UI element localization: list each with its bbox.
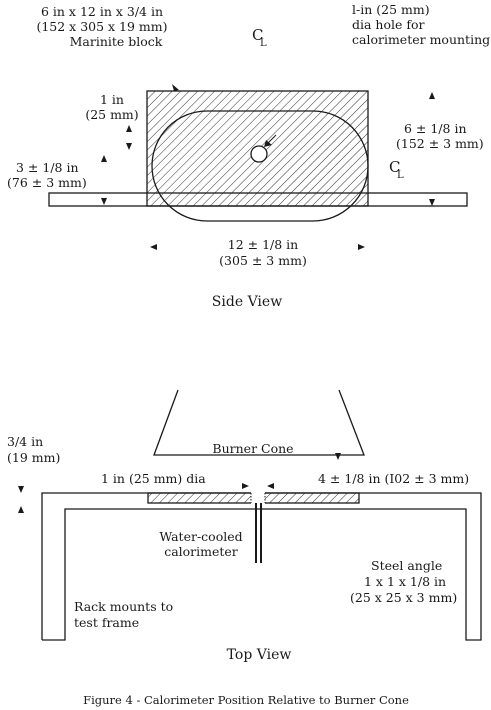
centerline-mark-top: C: [252, 26, 263, 44]
steel-angle-line-2: 1 x 1 x 1/8 in: [364, 574, 446, 589]
centerline-mark-right-sub: L: [397, 170, 404, 181]
burner-cone-arrow: [335, 453, 341, 460]
dim-34in-arrow-down: [18, 486, 24, 493]
block-label-line-3: Marinite block: [70, 34, 163, 49]
steel-angle-line-3: (25 x 25 x 3 mm): [350, 590, 457, 605]
dim-3in-arrow-down: [101, 198, 107, 205]
hole-leader-arrowhead: [264, 140, 272, 147]
figure-caption: Figure 4 - Calorimeter Position Relative…: [83, 693, 409, 707]
top-view-title: Top View: [227, 647, 292, 663]
hole-label-line-3: calorimeter mounting: [352, 32, 490, 47]
dim-12in-arrow-right: [358, 244, 365, 250]
burner-cone-outline: [153, 389, 365, 456]
block-leader-arrowhead: [172, 84, 179, 91]
dim-1in-line-2: (25 mm): [85, 107, 138, 122]
dim-34in-line-1: 3/4 in: [7, 434, 43, 449]
hole-dim-arrow-right: [267, 483, 274, 489]
dim-3in-arrow-up: [101, 155, 107, 162]
dim-3in-line-2: (76 ± 3 mm): [7, 175, 87, 190]
dim-34in-arrow-up: [18, 506, 24, 513]
dim-34in-line-2: (19 mm): [7, 450, 60, 465]
rack-mounts-line-1: Rack mounts to: [74, 599, 173, 614]
dim-1in-arrow-up: [126, 125, 132, 132]
side-view-title: Side View: [212, 294, 282, 310]
block-label-line-2: (152 x 305 x 19 mm): [36, 19, 167, 34]
dim-6in-arrow-up: [429, 92, 435, 99]
calorimeter-hole: [250, 145, 268, 163]
dim-12in-arrow-left: [150, 244, 157, 250]
burner-footprint-oval: [151, 110, 369, 222]
dim-6in-arrow-down: [429, 199, 435, 206]
block-label-line-1: 6 in x 12 in x 3/4 in: [41, 4, 163, 19]
hole-label-line-2: dia hole for: [352, 17, 425, 32]
dim-12in-line-1: 12 ± 1/8 in: [228, 237, 298, 252]
rack-mounts-line-2: test frame: [74, 615, 139, 630]
dim-1in-arrow-down: [126, 143, 132, 150]
hole-dim-arrow-left: [242, 483, 249, 489]
dim-6in-line-1: 6 ± 1/8 in: [404, 121, 467, 136]
dim-3in-line-1: 3 ± 1/8 in: [16, 160, 79, 175]
centerline-mark-top-sub: L: [260, 38, 267, 49]
dim-6in-line-2: (152 ± 3 mm): [396, 136, 484, 151]
dim-1in-dia-label: 1 in (25 mm) dia: [101, 471, 206, 486]
top-calorimeter-gap: [251, 492, 265, 504]
water-cooled-line-1: Water-cooled: [159, 529, 242, 544]
top-view: Burner Cone 3/4 in (19 mm) 1 in (25 mm) …: [7, 389, 482, 663]
dim-4in-label: 4 ± 1/8 in (I02 ± 3 mm): [318, 471, 469, 486]
burner-cone-label: Burner Cone: [212, 441, 293, 456]
dim-12in-line-2: (305 ± 3 mm): [219, 253, 307, 268]
hole-label-line-1: l-in (25 mm): [352, 2, 430, 17]
side-view: 6 in x 12 in x 3/4 in (152 x 305 x 19 mm…: [7, 2, 490, 310]
dim-1in-line-1: 1 in: [100, 92, 124, 107]
steel-angle-line-1: Steel angle: [371, 558, 442, 573]
water-cooled-line-2: calorimeter: [164, 544, 238, 559]
centerline-mark-right: C: [389, 158, 400, 176]
